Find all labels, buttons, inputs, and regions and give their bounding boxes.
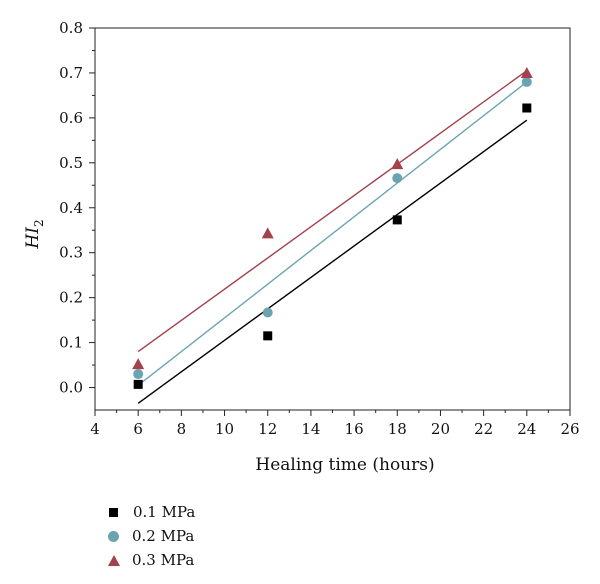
y-tick-label: 0.5 (59, 154, 83, 172)
x-ticks: 4 6 8 10 12 14 16 18 20 22 24 26 (90, 410, 580, 438)
y-tick-label: 0.4 (59, 199, 83, 217)
y-tick-label: 0.2 (59, 289, 83, 307)
legend: 0.1 MPa 0.2 MPa 0.3 MPa (108, 500, 195, 572)
x-tick-label: 6 (133, 420, 143, 438)
plot-frame (94, 27, 571, 411)
legend-item-0-2-mpa: 0.2 MPa (108, 524, 195, 548)
y-tick-label: 0.6 (59, 109, 83, 127)
x-tick-label: 26 (560, 420, 579, 438)
legend-label: 0.3 MPa (132, 551, 195, 569)
y-ticks: 0.0 0.1 0.2 0.3 0.4 0.5 0.6 0.7 0.8 (59, 19, 95, 397)
data-point-series-2 (392, 173, 403, 184)
x-tick-label: 4 (90, 420, 100, 438)
x-tick-label: 18 (388, 420, 407, 438)
x-tick-label: 22 (474, 420, 493, 438)
axes (94, 27, 571, 411)
data-point-series-3 (520, 66, 533, 78)
circle-marker-icon (108, 530, 119, 542)
y-tick-label: 0.3 (59, 244, 83, 262)
data-points (132, 66, 533, 389)
data-point-series-1 (522, 103, 532, 113)
data-point-series-1 (392, 215, 402, 225)
legend-item-0-3-mpa: 0.3 MPa (108, 548, 195, 572)
data-point-series-3 (261, 227, 274, 239)
square-marker-icon (109, 507, 118, 517)
y-axis-title-subscript: 2 (32, 219, 46, 227)
x-tick-label: 24 (517, 420, 536, 438)
y-axis-title: HI2 (23, 219, 46, 249)
x-axis-title: Healing time (hours) (255, 455, 434, 475)
x-tick-label: 8 (177, 420, 187, 438)
x-tick-label: 12 (258, 420, 277, 438)
legend-label: 0.2 MPa (132, 527, 195, 545)
x-tick-label: 16 (345, 420, 364, 438)
y-tick-label: 0.1 (59, 334, 83, 352)
fit-line-series-1 (137, 119, 528, 404)
data-point-series-2 (262, 307, 273, 318)
data-point-series-3 (391, 158, 404, 170)
y-tick-label: 0.0 (59, 379, 83, 397)
x-tick-label: 10 (215, 420, 234, 438)
data-point-series-3 (132, 358, 145, 370)
y-tick-label: 0.7 (59, 64, 83, 82)
x-tick-label: 20 (431, 420, 450, 438)
data-point-series-2 (521, 76, 532, 87)
fit-line-series-3 (137, 70, 528, 353)
x-tick-label: 14 (301, 420, 320, 438)
data-point-series-1 (133, 379, 143, 389)
data-point-series-2 (133, 369, 144, 380)
data-point-series-1 (263, 331, 273, 341)
triangle-marker-icon (108, 554, 120, 566)
y-tick-label: 0.8 (59, 19, 83, 37)
fit-lines (137, 70, 528, 404)
y-axis-title-main: HI (23, 227, 43, 250)
fit-line-series-2 (137, 81, 528, 386)
legend-label: 0.1 MPa (133, 503, 196, 521)
legend-item-0-1-mpa: 0.1 MPa (108, 500, 195, 524)
